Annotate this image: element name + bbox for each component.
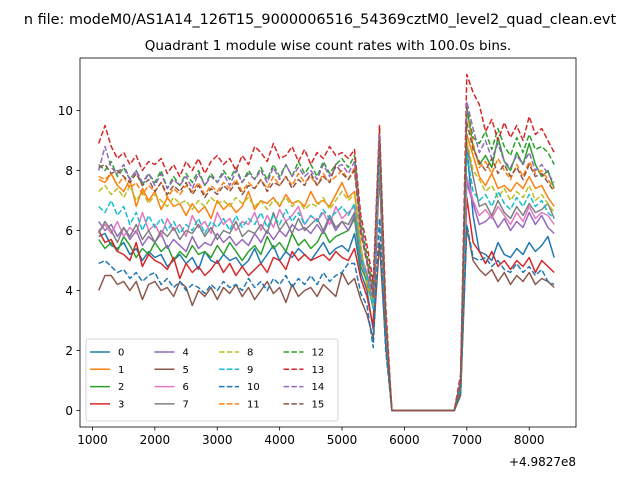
legend-label-13: 13: [312, 365, 325, 376]
legend-label-8: 8: [247, 348, 253, 359]
x-tick-label: 8000: [514, 433, 545, 447]
series-line-14: [97, 100, 555, 412]
legend-label-9: 9: [247, 365, 253, 376]
x-tick-label: 5000: [327, 433, 358, 447]
legend-label-1: 1: [118, 365, 124, 376]
legend-label-15: 15: [312, 399, 325, 410]
series-line-5: [98, 226, 555, 412]
series-line-11: [98, 109, 555, 412]
series-line-15: [98, 121, 555, 412]
y-tick-label: 10: [58, 104, 73, 118]
x-tick-label: 7000: [452, 433, 483, 447]
legend-label-11: 11: [247, 399, 260, 410]
y-tick-label: 8: [65, 164, 73, 178]
x-tick-label: 2000: [140, 433, 171, 447]
figure-suptitle: n file: modeM0/AS1A14_126T15_9000006516_…: [24, 12, 617, 28]
y-tick-label: 0: [65, 404, 73, 418]
legend-label-14: 14: [312, 382, 325, 393]
legend-label-10: 10: [247, 382, 260, 393]
legend-label-7: 7: [183, 399, 189, 410]
series-line-13: [97, 73, 555, 412]
series-line-1: [98, 133, 555, 412]
x-tick-label: 3000: [202, 433, 233, 447]
series-line-4: [98, 163, 555, 412]
plot-frame: [79, 57, 577, 428]
legend-label-5: 5: [183, 365, 189, 376]
legend-label-0: 0: [118, 348, 124, 359]
series-lines: [97, 73, 555, 412]
x-offset-label: +4.9827e8: [509, 455, 576, 469]
y-tick-label: 2: [65, 344, 73, 358]
series-line-7: [98, 142, 555, 412]
legend-frame: [85, 338, 339, 422]
legend-label-6: 6: [183, 382, 189, 393]
series-line-3: [98, 166, 555, 412]
legend-label-4: 4: [183, 348, 189, 359]
series-line-10: [98, 217, 555, 412]
legend-label-2: 2: [118, 382, 124, 393]
y-tick-label: 4: [65, 284, 73, 298]
chart-title: Quadrant 1 module wise count rates with …: [145, 38, 511, 54]
series-line-9: [98, 151, 555, 412]
x-tick-label: 1000: [77, 433, 108, 447]
x-tick-label: 4000: [264, 433, 295, 447]
series-line-12: [98, 106, 555, 412]
legend-label-12: 12: [312, 348, 325, 359]
y-tick-label: 6: [65, 224, 73, 238]
x-tick-label: 6000: [389, 433, 420, 447]
legend-label-3: 3: [118, 399, 124, 410]
